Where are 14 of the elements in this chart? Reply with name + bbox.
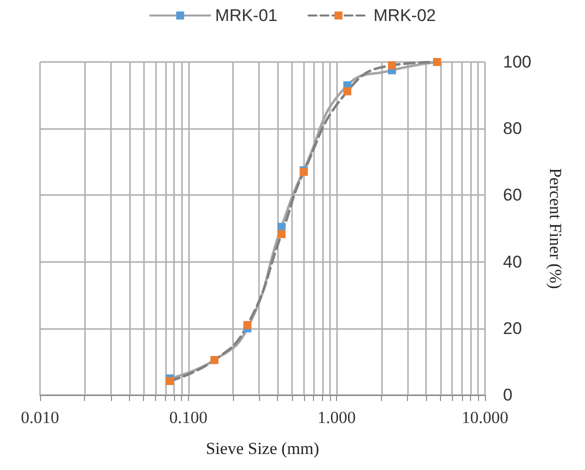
y-tick-label: 0 xyxy=(503,386,512,404)
x-tick-label: 10.000 xyxy=(462,408,508,427)
y-tick-label: 60 xyxy=(503,186,522,205)
y-axis-title: Percent Finer (%) xyxy=(546,168,565,289)
y-tick-label: 20 xyxy=(503,318,522,338)
legend-label: MRK-02 xyxy=(374,6,436,25)
y-tick-label: 80 xyxy=(503,119,522,138)
legend-label: MRK-01 xyxy=(215,6,278,25)
x-axis-title: Sieve Size (mm) xyxy=(206,439,320,458)
x-tick-label: 1.000 xyxy=(318,408,356,427)
y-tick-label: 100 xyxy=(503,52,532,72)
y-tick-label: 40 xyxy=(503,252,522,272)
x-tick-label: 0.010 xyxy=(20,408,60,427)
x-tick-label: 0.100 xyxy=(169,408,208,427)
